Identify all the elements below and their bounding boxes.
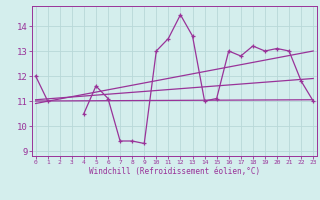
X-axis label: Windchill (Refroidissement éolien,°C): Windchill (Refroidissement éolien,°C) [89,167,260,176]
